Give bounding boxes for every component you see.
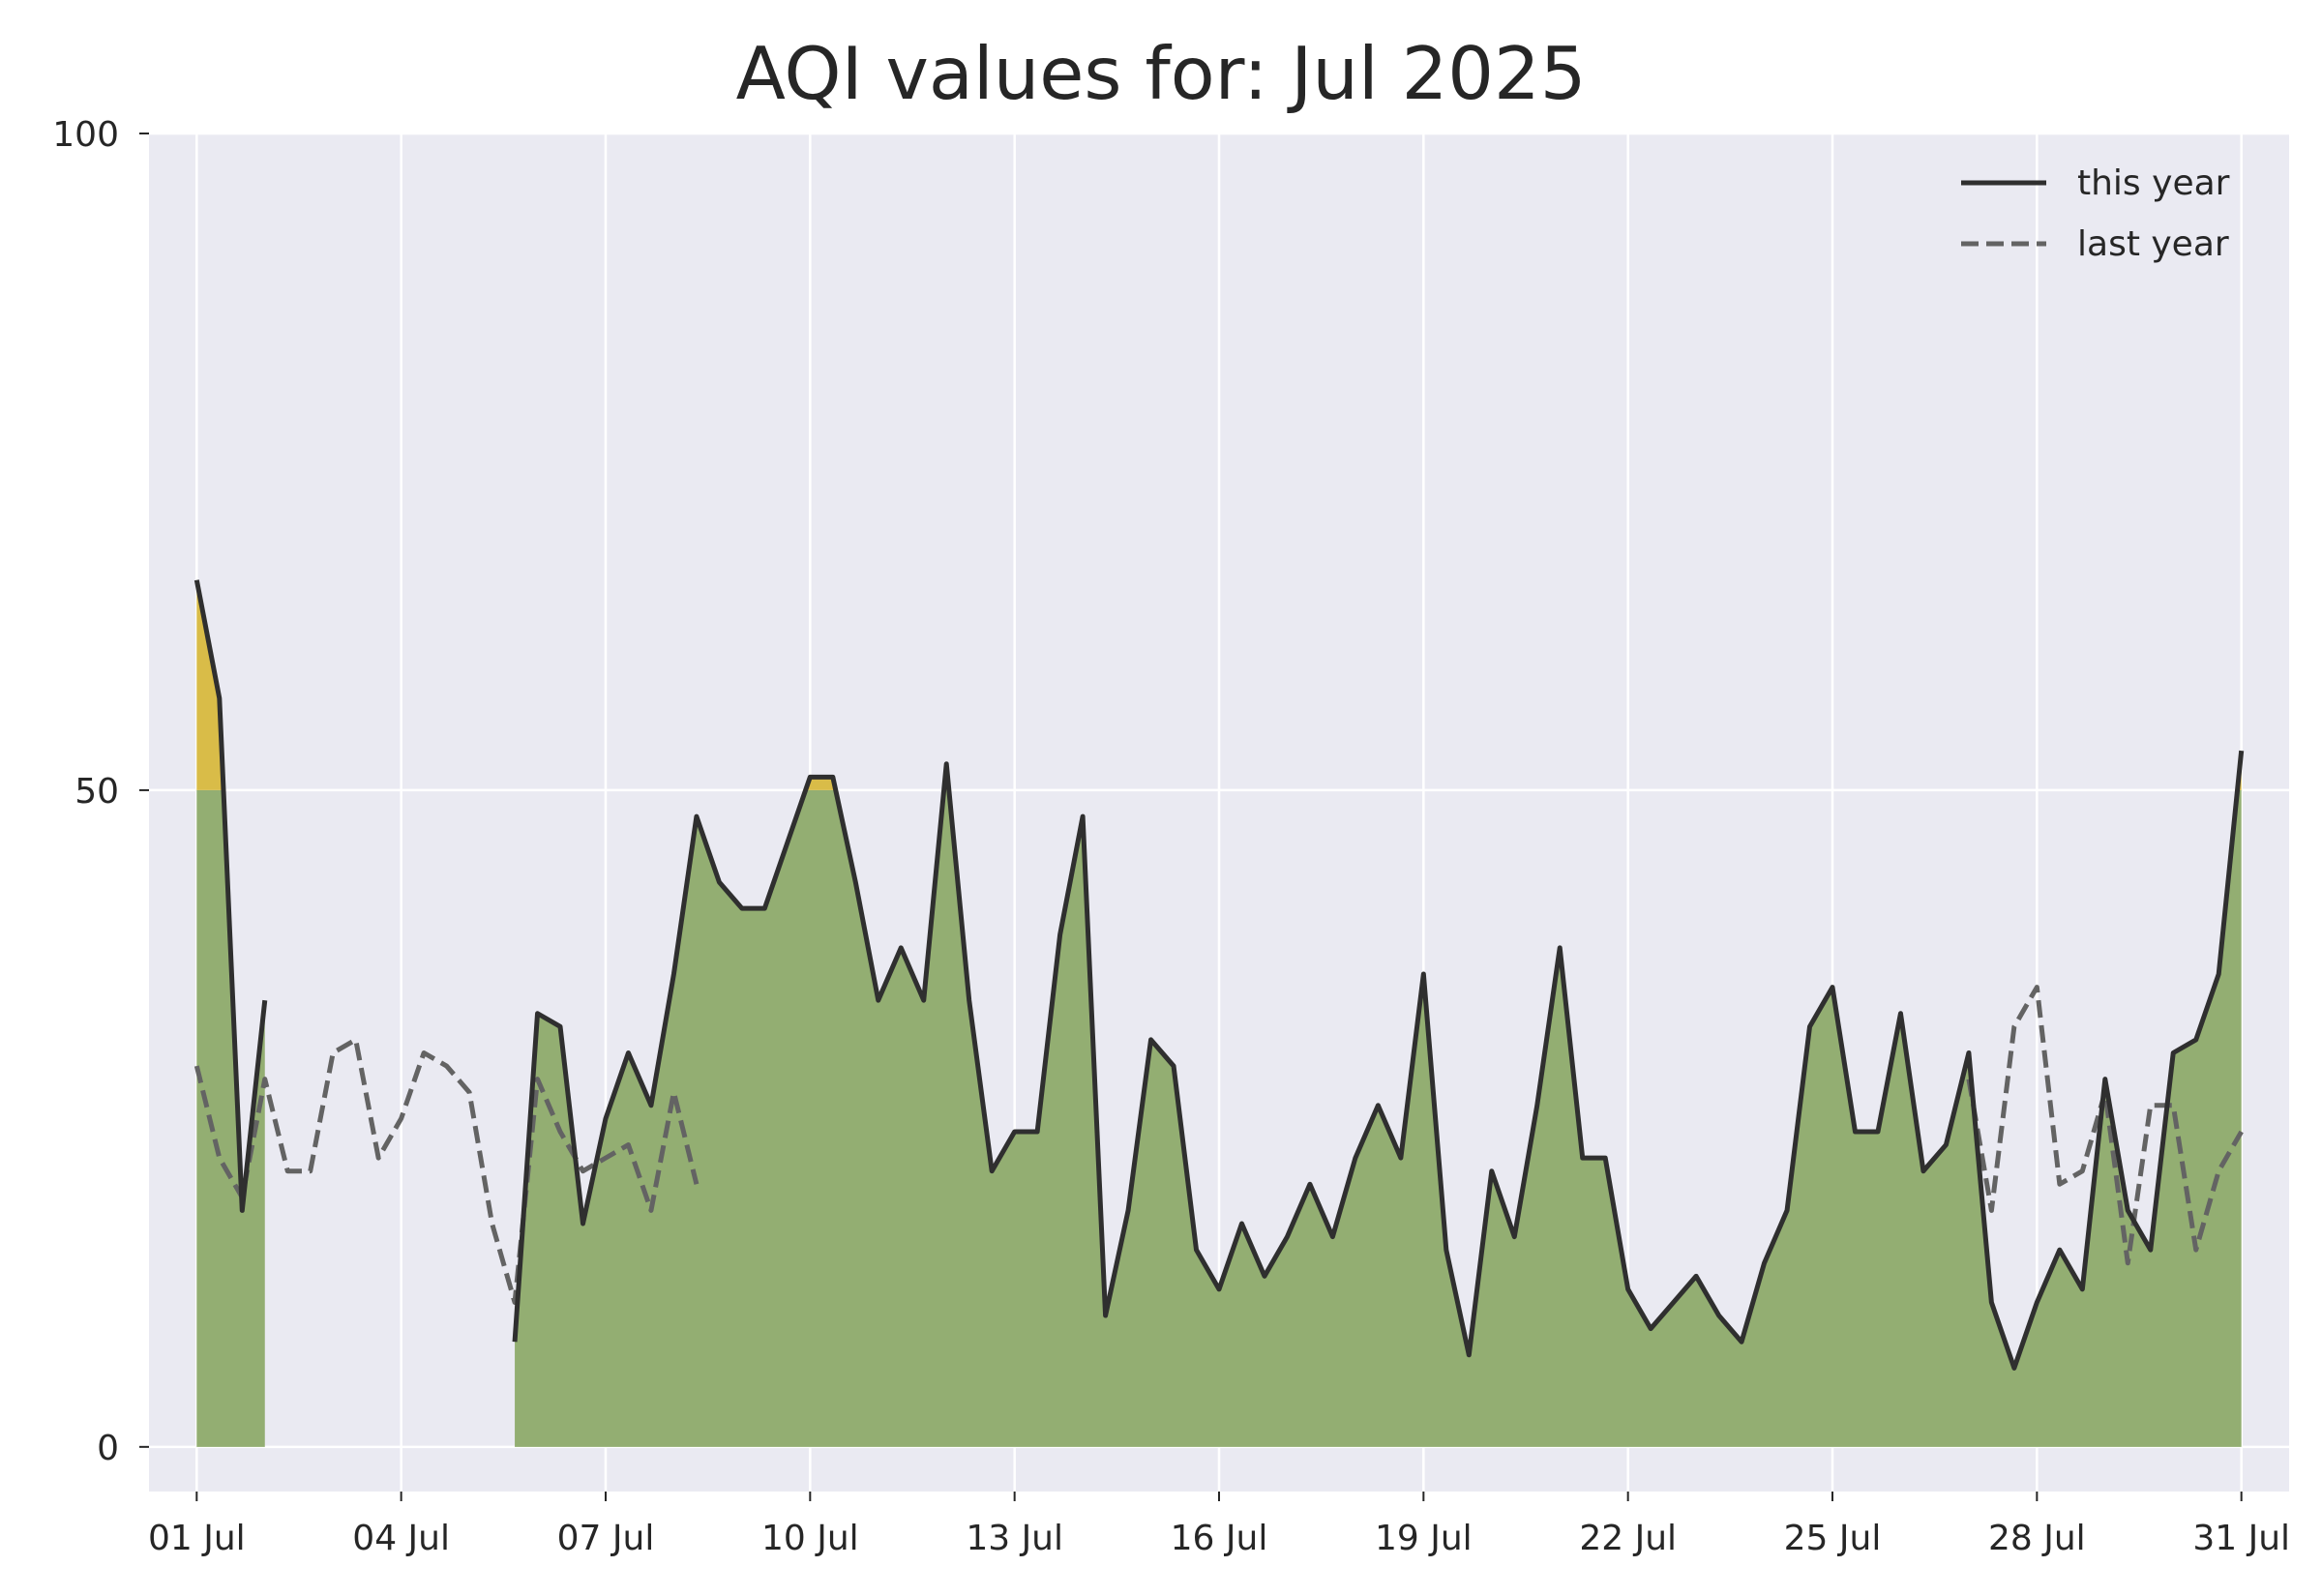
x-tick-label: 19 Jul [1375, 1519, 1473, 1558]
good-band-area [196, 789, 265, 1447]
y-tick-label: 100 [52, 115, 119, 155]
x-tick-label: 10 Jul [761, 1519, 859, 1558]
y-tick-label: 0 [97, 1429, 119, 1468]
chart-title: AQI values for: Jul 2025 [736, 31, 1587, 116]
x-tick-label: 01 Jul [148, 1519, 246, 1558]
x-tick-label: 28 Jul [1988, 1519, 2086, 1558]
x-tick-label: 07 Jul [557, 1519, 655, 1558]
x-tick-label: 22 Jul [1579, 1519, 1677, 1558]
this-year-line [512, 750, 2245, 1371]
x-tick-label: 31 Jul [2192, 1519, 2290, 1558]
this-year-line [194, 579, 268, 1213]
legend: this year last year [1961, 163, 2230, 264]
x-tick-label: 13 Jul [966, 1519, 1063, 1558]
last-year-line [194, 1037, 700, 1305]
x-axis: 01 Jul 04 Jul 07 Jul 10 Jul 13 Jul 16 Jul 19 J… [148, 1492, 2290, 1558]
area-fills [196, 579, 2242, 1447]
x-tick-label: 16 Jul [1171, 1519, 1268, 1558]
legend-last-year-label: last year [2077, 224, 2229, 264]
legend-this-year-label: this year [2077, 163, 2230, 203]
y-tick-label: 50 [74, 772, 119, 812]
x-tick-label: 25 Jul [1784, 1519, 1882, 1558]
good-band-area [515, 789, 2242, 1447]
moderate-band-area [196, 579, 224, 790]
series-lines [194, 579, 2245, 1371]
x-tick-label: 04 Jul [352, 1519, 450, 1558]
y-axis: 0 50 100 [52, 115, 149, 1468]
